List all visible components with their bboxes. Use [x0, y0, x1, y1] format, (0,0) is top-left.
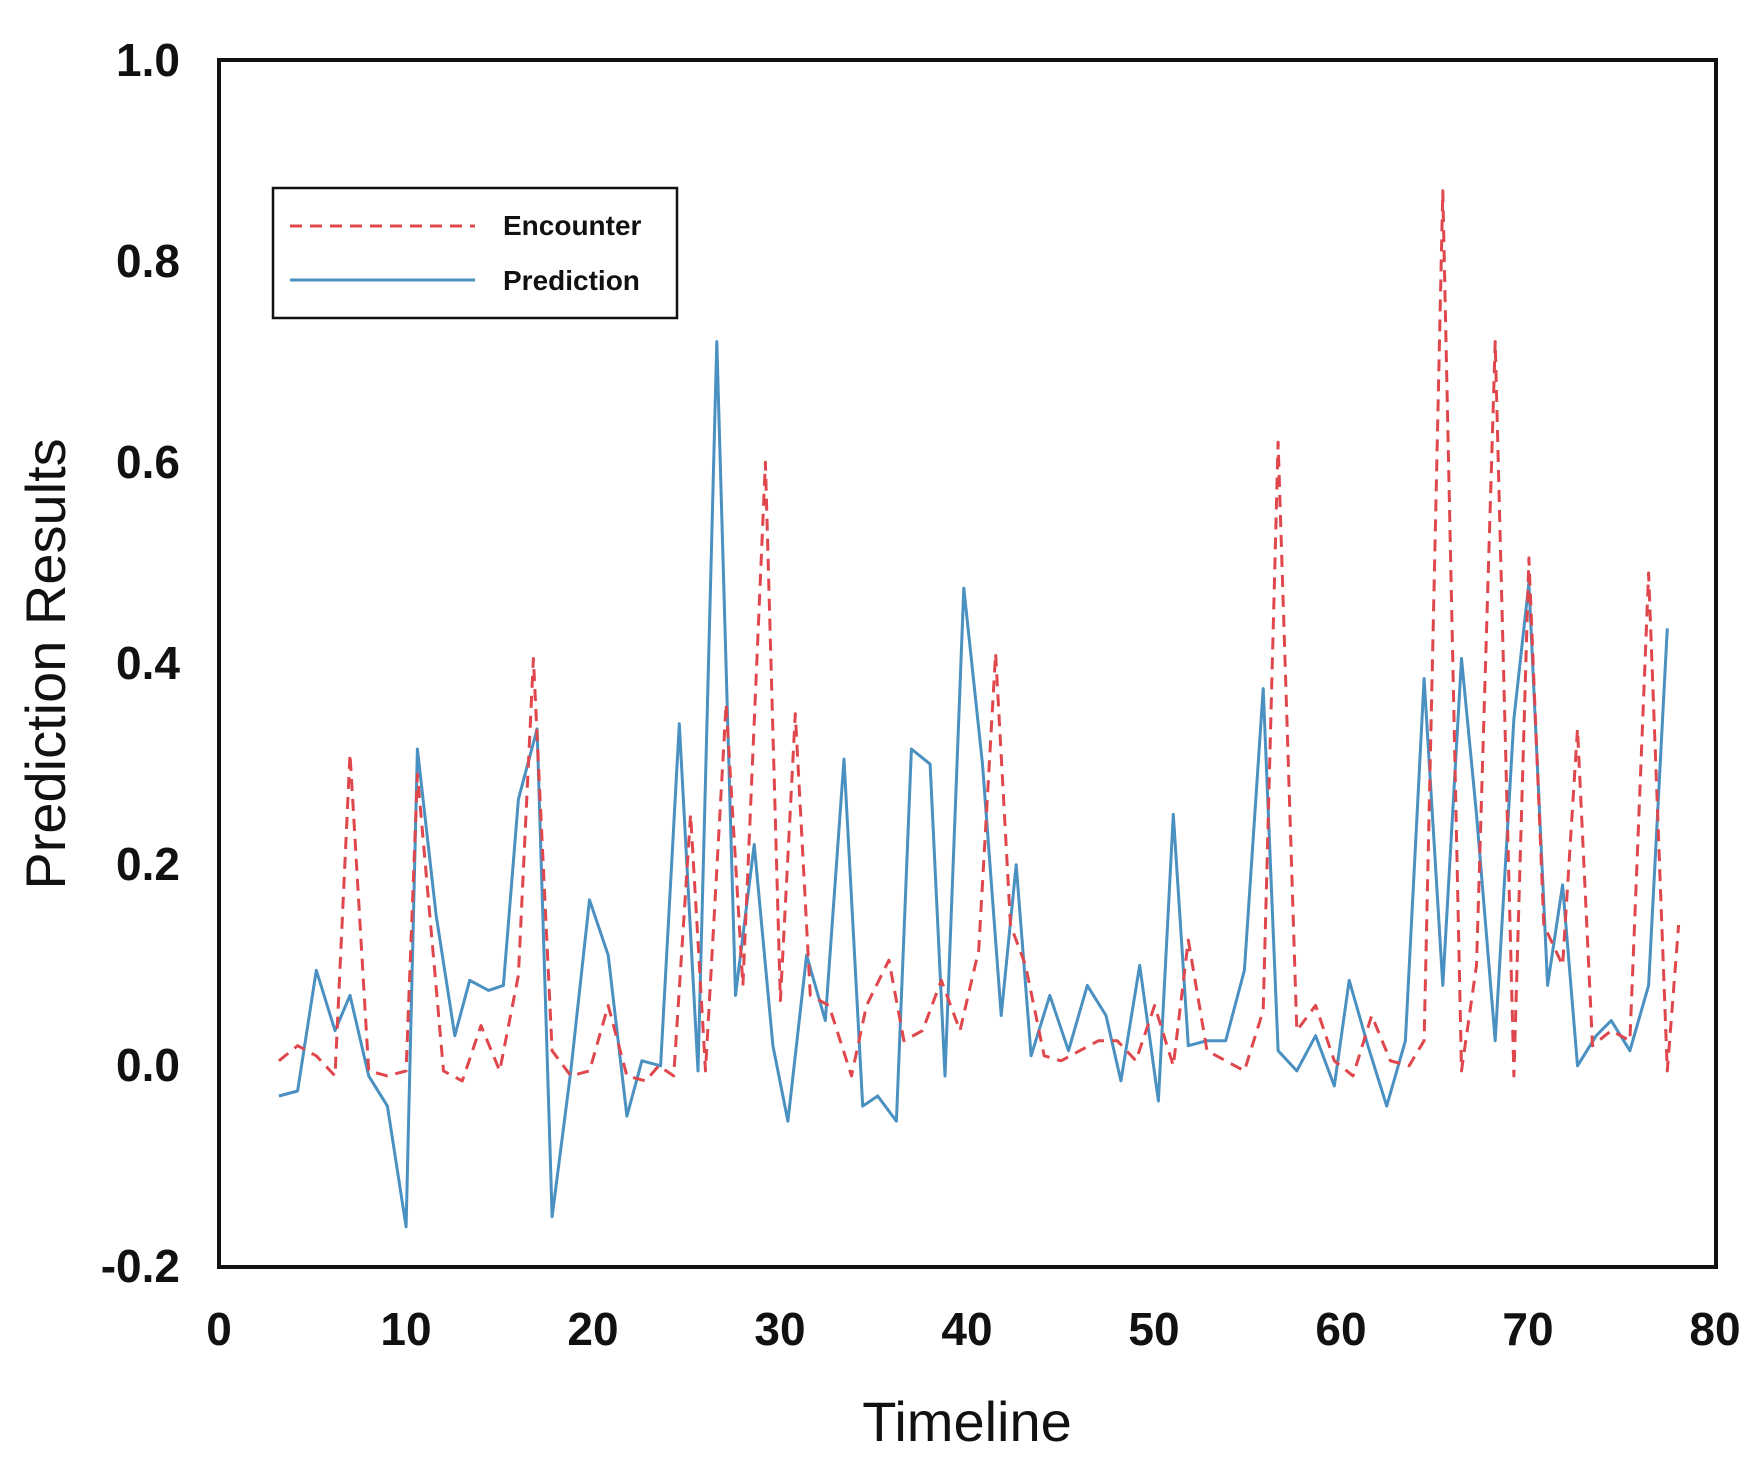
- legend-label-prediction: Prediction: [503, 265, 640, 296]
- x-tick-label: 60: [1315, 1303, 1366, 1355]
- y-tick-label: 0.4: [116, 637, 180, 689]
- y-tick-label: 0.2: [116, 838, 180, 890]
- x-tick-label: 80: [1689, 1303, 1740, 1355]
- series-layer: [277, 189, 1681, 1229]
- y-tick-label: -0.2: [101, 1240, 180, 1292]
- series-line-encounter: [277, 189, 1681, 1083]
- legend-box: [271, 186, 679, 320]
- y-tick-label: 0.6: [116, 436, 180, 488]
- x-tick-label: 70: [1502, 1303, 1553, 1355]
- series-line-prediction: [278, 340, 1669, 1229]
- x-tick-label: 30: [754, 1303, 805, 1355]
- legend-label-encounter: Encounter: [503, 210, 642, 241]
- y-tick-label: 0.0: [116, 1039, 180, 1091]
- y-axis-title: Prediction Results: [14, 438, 77, 889]
- legend: Encounter Prediction: [271, 186, 679, 320]
- y-tick-label: 1.0: [116, 34, 180, 86]
- x-axis-ticks: 0 10 20 30 40 50 60 70 80: [206, 1303, 1740, 1355]
- y-axis-ticks: -0.2 0.0 0.2 0.4 0.6 0.8 1.0: [101, 34, 181, 1292]
- x-tick-label: 0: [206, 1303, 232, 1355]
- x-tick-label: 40: [941, 1303, 992, 1355]
- y-tick-label: 0.8: [116, 235, 180, 287]
- x-tick-label: 20: [567, 1303, 618, 1355]
- x-tick-label: 50: [1128, 1303, 1179, 1355]
- x-tick-label: 10: [380, 1303, 431, 1355]
- x-axis-title: Timeline: [862, 1390, 1072, 1453]
